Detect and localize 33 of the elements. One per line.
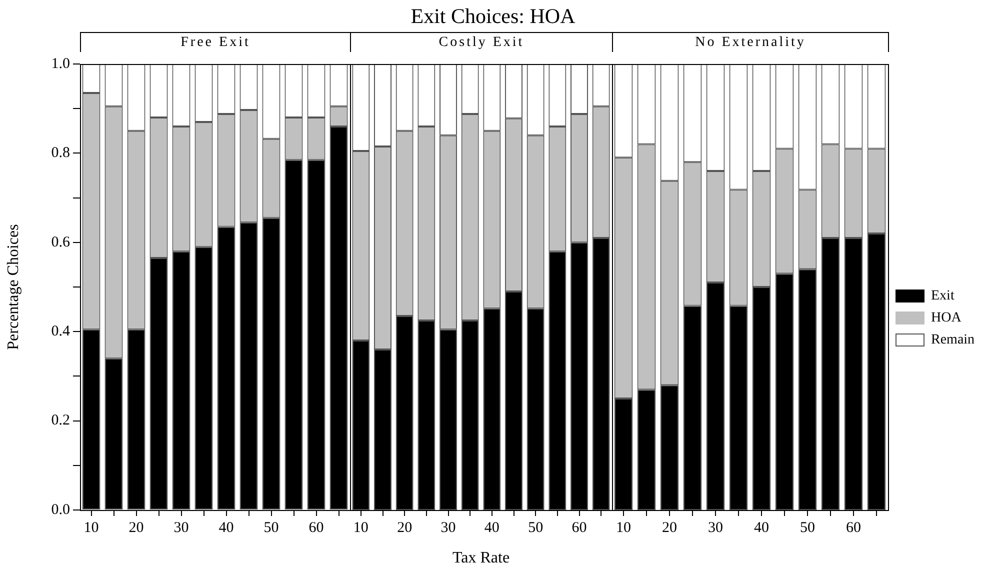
legend-label: Remain [931,332,975,348]
x-tick-label: 20 [397,520,412,536]
y-tick-label: 0.6 [51,234,70,250]
x-tick-label: 50 [528,520,544,536]
y-tick-label: 0.2 [51,412,70,429]
y-tick-label: 0.0 [51,502,70,518]
y-axis-title: Percentage Choices [4,224,22,350]
x-tick-label: 60 [572,520,587,536]
legend-label: HOA [931,310,962,326]
x-tick-label: 10 [616,520,631,536]
y-tick-label: 1.0 [51,56,70,72]
y-tick-label: 0.4 [51,324,70,340]
x-tick-label: 50 [264,520,279,536]
x-tick-label: 50 [800,520,815,536]
chart-title: No Externality [612,32,889,52]
legend-label: Exit [931,288,954,304]
x-tick-label: 10 [353,520,368,536]
x-axis-title: Tax Rate [452,550,510,567]
chart-title: Costly Exit [350,32,613,52]
x-tick-label: 40 [484,520,500,536]
x-tick-label: 60 [308,520,324,536]
chart-title: Free Exit [80,32,351,52]
x-tick-label: 40 [218,520,234,536]
x-tick-label: 20 [662,520,677,536]
text: Exit Choices: HOA [410,4,576,28]
x-tick-label: 40 [754,520,769,536]
x-tick-label: 30 [708,520,723,536]
x-tick-label: 10 [84,520,99,536]
x-tick-label: 30 [440,520,456,536]
x-tick-label: 20 [128,520,144,536]
x-tick-label: 60 [846,520,861,536]
y-tick-label: 0.8 [51,145,70,162]
x-tick-label: 30 [174,520,189,536]
